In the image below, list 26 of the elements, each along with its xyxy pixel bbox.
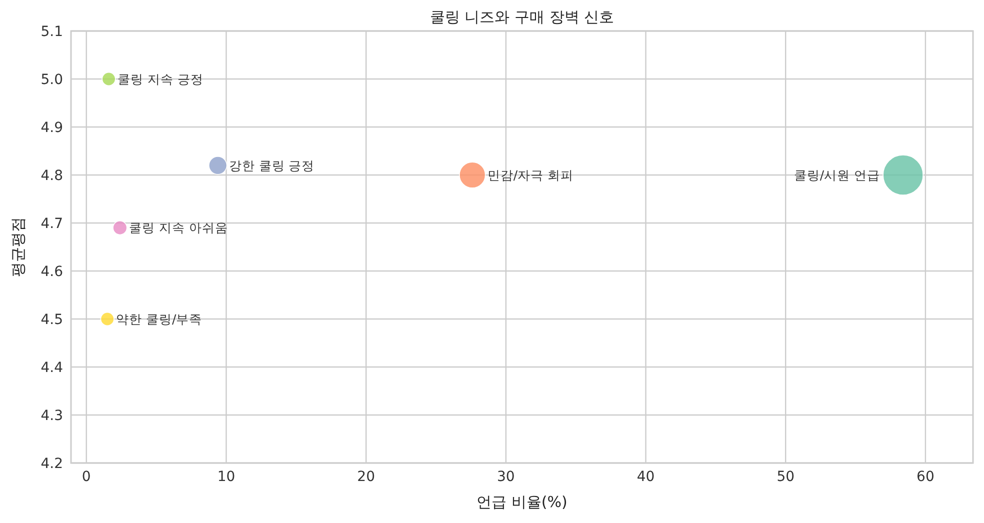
y-axis-title: 평균평점 — [9, 217, 27, 277]
y-tick-label: 4.8 — [40, 168, 63, 184]
x-tick-label: 20 — [357, 469, 375, 485]
y-tick-label: 4.7 — [40, 216, 63, 232]
series-label: 쿨링 지속 아쉬움 — [128, 220, 228, 236]
y-tick-label: 4.6 — [40, 264, 64, 280]
series-label: 강한 쿨링 긍정 — [228, 158, 315, 173]
series-label: 쿨링/시원 언급 — [794, 167, 880, 182]
y-tick-label: 4.2 — [40, 456, 63, 472]
x-tick-label: 0 — [82, 469, 91, 485]
y-tick-label: 4.3 — [40, 408, 63, 424]
x-tick-label: 60 — [916, 469, 934, 485]
y-tick-label: 4.4 — [40, 360, 64, 376]
series-label: 민감/자극 회피 — [487, 167, 574, 182]
x-tick-label: 10 — [217, 469, 236, 485]
y-tick-label: 4.5 — [40, 312, 63, 328]
chart-title: 쿨링 니즈와 구매 장벽 신호 — [430, 8, 614, 26]
series-label: 약한 쿨링/부족 — [116, 311, 202, 326]
x-axis-title: 언급 비율(%) — [476, 493, 568, 511]
y-tick-label: 5.0 — [40, 72, 63, 88]
x-tick-label: 30 — [497, 469, 515, 485]
x-tick-label: 50 — [776, 469, 795, 485]
y-tick-label: 4.9 — [40, 120, 63, 136]
y-tick-label: 5.1 — [40, 24, 63, 40]
x-tick-label: 40 — [636, 469, 655, 485]
series-label: 쿨링 지속 긍정 — [117, 71, 204, 86]
